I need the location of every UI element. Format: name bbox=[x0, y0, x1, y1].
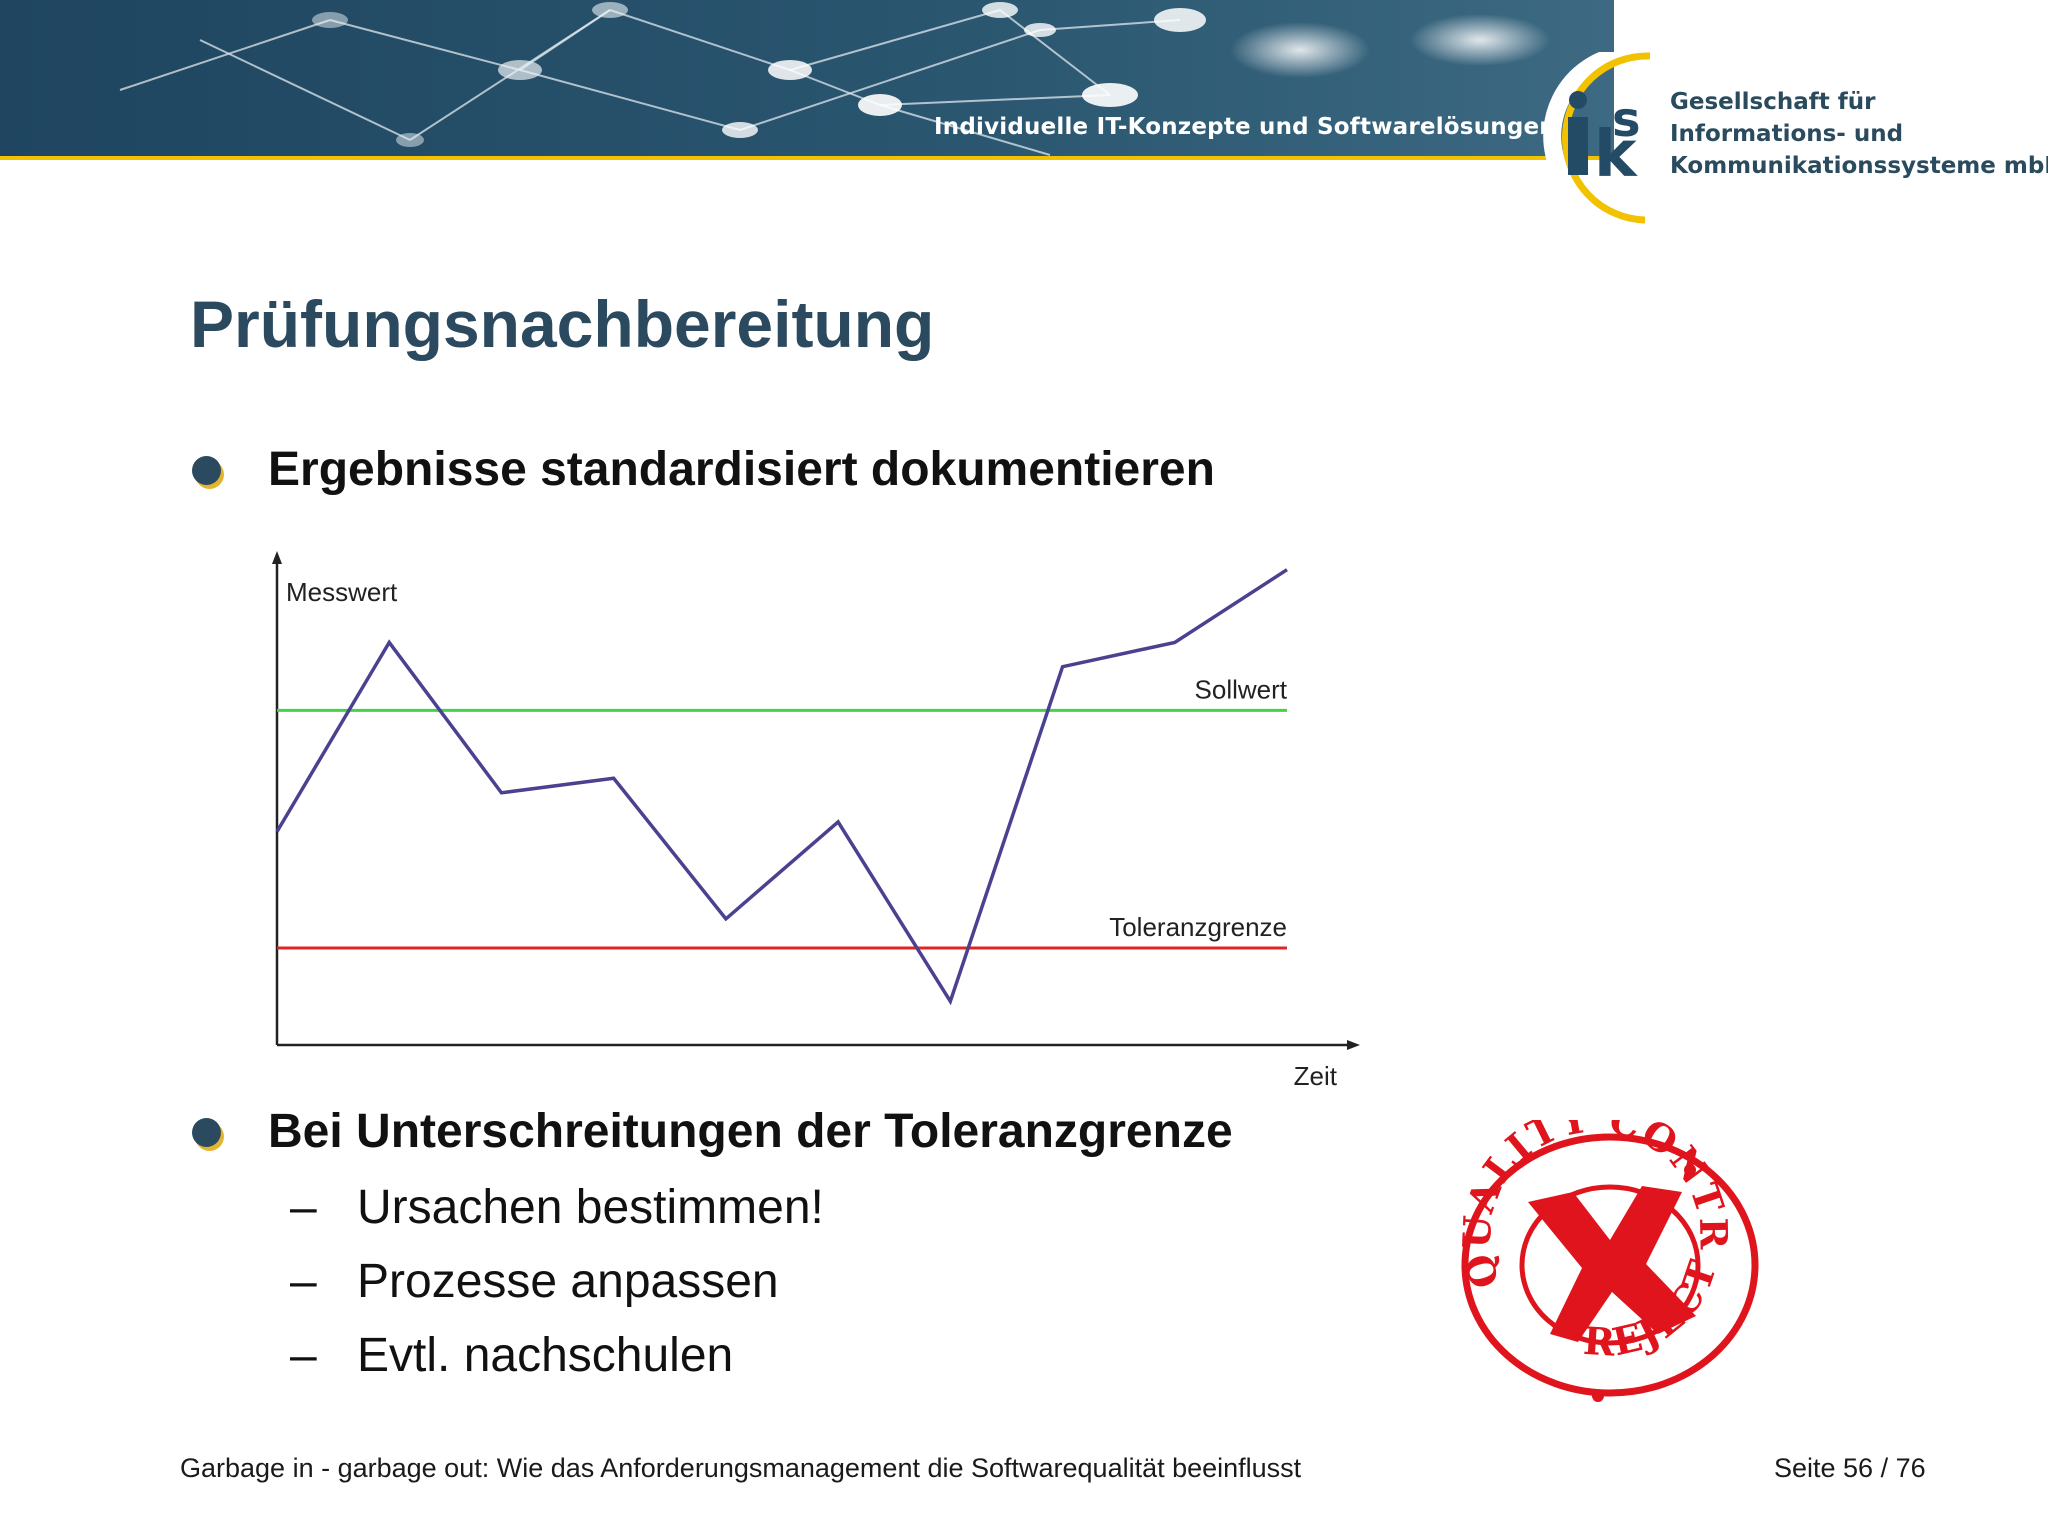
network-nodes bbox=[312, 2, 1550, 147]
sub-item-dash-3: – bbox=[290, 1329, 317, 1382]
company-name: Gesellschaft für Informations- und Kommu… bbox=[1670, 86, 2048, 182]
bullet-point-1 bbox=[192, 456, 221, 485]
sub-item-3: Evtl. nachschulen bbox=[357, 1329, 734, 1382]
x-axis-label: Zeit bbox=[1294, 1061, 1338, 1091]
reference-label-sollwert: Sollwert bbox=[1195, 674, 1288, 704]
bullet-text-2: Bei Unterschreitungen der Toleranzgrenze bbox=[268, 1105, 1233, 1158]
stamp-dot-right bbox=[1684, 1164, 1696, 1176]
sub-item-dash-1: – bbox=[290, 1181, 317, 1234]
reference-lines: Sollwert Toleranzgrenze bbox=[277, 674, 1288, 950]
reference-label-toleranzgrenze: Toleranzgrenze bbox=[1109, 912, 1287, 942]
stamp-dot-left bbox=[1592, 1390, 1604, 1402]
measurement-chart: Messwert Zeit Sollwert Toleranzgrenze bbox=[272, 551, 1360, 1091]
stamp-x-mark bbox=[1528, 1186, 1696, 1342]
company-line-2: Informations- und bbox=[1670, 121, 1904, 147]
footer-text: Garbage in - garbage out: Wie das Anford… bbox=[180, 1453, 1302, 1483]
logo-k: k bbox=[1594, 118, 1638, 192]
sub-item-1: Ursachen bestimmen! bbox=[357, 1181, 824, 1234]
sub-item-2: Prozesse anpassen bbox=[357, 1255, 779, 1308]
logo-letters: k s bbox=[1568, 91, 1641, 192]
y-axis-label: Messwert bbox=[286, 577, 398, 607]
stamp-outer-ring bbox=[1461, 1133, 1759, 1397]
series-line-0 bbox=[275, 568, 1288, 1006]
bullet-text-1: Ergebnisse standardisiert dokumentieren bbox=[268, 443, 1215, 496]
page-number: Seite 56 / 76 bbox=[1774, 1453, 1926, 1483]
x-axis-arrow-icon bbox=[1347, 1040, 1360, 1050]
company-line-1: Gesellschaft für bbox=[1670, 89, 1876, 115]
header-tagline: Individuelle IT-Konzepte und Softwarelös… bbox=[934, 114, 1556, 140]
stamp-inner-ring bbox=[1519, 1184, 1701, 1346]
sub-item-dash-2: – bbox=[290, 1255, 317, 1308]
header-banner bbox=[0, 0, 1614, 160]
page-title: Prüfungsnachbereitung bbox=[190, 287, 935, 361]
logo-s: s bbox=[1612, 92, 1641, 148]
y-axis-arrow-icon bbox=[272, 551, 282, 564]
company-line-3: Kommunikationssysteme mbH bbox=[1670, 153, 2048, 179]
bullet-point-2 bbox=[192, 1118, 221, 1147]
quality-control-rejected-stamp: QUALITY CONTROL REJECTED bbox=[1450, 1120, 1759, 1402]
chart-axes: Messwert Zeit bbox=[272, 551, 1360, 1091]
banner-accent-line bbox=[0, 156, 1614, 160]
iks-logo: k s bbox=[1543, 52, 1669, 227]
series-layer bbox=[275, 568, 1288, 1006]
